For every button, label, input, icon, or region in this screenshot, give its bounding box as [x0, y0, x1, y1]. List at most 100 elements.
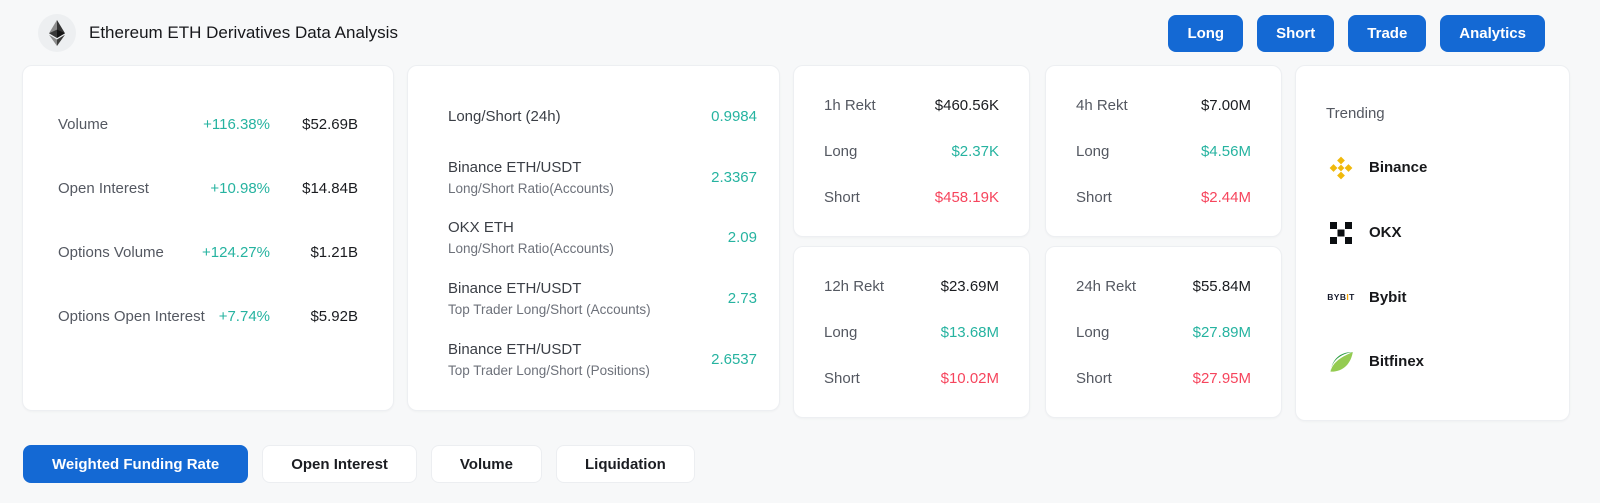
cards-row: Volume +116.38% $52.69B Open Interest +1… [0, 65, 1600, 421]
rekt-long-value: $2.37K [951, 142, 999, 160]
rekt-short-label: Short [1076, 369, 1112, 387]
trending-title: Trending [1326, 105, 1385, 123]
rekt-card-4h: 4h Rekt $7.00M Long $4.56M Short $2.44M [1045, 65, 1282, 237]
trending-item-label: Bitfinex [1369, 353, 1425, 371]
metric-label: Volume [58, 115, 109, 133]
rekt-total-value: $7.00M [1200, 96, 1251, 114]
ratio-label: Binance ETH/USDT [448, 158, 582, 176]
trending-item-label: Bybit [1369, 288, 1407, 306]
ratio-sublabel: Long/Short Ratio(Accounts) [448, 180, 614, 196]
rekt-short-label: Short [824, 369, 860, 387]
rekt-long-row: Long $2.37K [824, 128, 999, 174]
trending-item-label: OKX [1369, 224, 1402, 242]
bybit-icon: BYBIT [1327, 292, 1355, 303]
ratio-sublabel: Top Trader Long/Short (Accounts) [448, 302, 651, 318]
ratio-value: 0.9984 [711, 107, 757, 125]
ratio-row: OKX ETH Long/Short Ratio(Accounts) 2.09 [448, 208, 757, 269]
metric-change: +7.74% [218, 307, 270, 325]
rekt-long-row: Long $13.68M [824, 309, 999, 355]
bitfinex-icon [1326, 347, 1356, 377]
rekt-long-label: Long [1076, 142, 1110, 160]
trending-item-label: Binance [1369, 159, 1428, 177]
ratio-value: 2.6537 [711, 351, 757, 369]
rekt-short-value: $27.95M [1192, 369, 1251, 387]
rekt-short-value: $458.19K [934, 188, 999, 206]
ratio-row: Binance ETH/USDT Top Trader Long/Short (… [448, 268, 757, 329]
rekt-long-value: $13.68M [940, 323, 999, 341]
rekt-short-row: Short $458.19K [824, 174, 999, 220]
long-button[interactable]: Long [1168, 14, 1244, 52]
rekt-title: 12h Rekt [824, 277, 885, 295]
rekt-short-row: Short $2.44M [1076, 174, 1251, 220]
ratio-label: Binance ETH/USDT [448, 341, 582, 359]
ratio-label: Long/Short (24h) [448, 107, 561, 125]
ratio-row: Binance ETH/USDT Long/Short Ratio(Accoun… [448, 147, 757, 208]
okx-icon [1326, 218, 1356, 248]
rekt-total-value: $55.84M [1192, 277, 1251, 295]
bottom-tabs: Weighted Funding Rate Open Interest Volu… [0, 421, 1600, 483]
rekt-card-12h: 12h Rekt $23.69M Long $13.68M Short $10.… [793, 246, 1030, 418]
trending-item-okx[interactable]: OKX [1326, 200, 1539, 265]
metric-value: $52.69B [302, 115, 358, 133]
ratio-sublabel: Long/Short Ratio(Accounts) [448, 241, 614, 257]
ratio-value: 2.73 [727, 290, 757, 308]
metric-row-volume: Volume +116.38% $52.69B [58, 92, 358, 156]
metric-label: Open Interest [58, 179, 149, 197]
trade-button[interactable]: Trade [1348, 14, 1427, 52]
long-short-ratios-card: Long/Short (24h) 0.9984 Binance ETH/USDT… [407, 65, 780, 411]
rekt-short-row: Short $10.02M [824, 355, 999, 401]
metric-label: Options Open Interest [58, 307, 205, 325]
tab-liquidation[interactable]: Liquidation [555, 445, 695, 483]
rekt-total-row: 4h Rekt $7.00M [1076, 82, 1251, 128]
rekt-card-1h: 1h Rekt $460.56K Long $2.37K Short $458.… [793, 65, 1030, 237]
metric-row-open-interest: Open Interest +10.98% $14.84B [58, 156, 358, 220]
rekt-card-24h: 24h Rekt $55.84M Long $27.89M Short $27.… [1045, 246, 1282, 418]
rekt-title: 4h Rekt [1076, 96, 1128, 114]
header: Ethereum ETH Derivatives Data Analysis L… [0, 0, 1600, 65]
metric-change: +10.98% [210, 179, 270, 197]
analytics-button[interactable]: Analytics [1440, 14, 1545, 52]
trending-item-bitfinex[interactable]: Bitfinex [1326, 329, 1539, 394]
rekt-short-value: $10.02M [940, 369, 999, 387]
ethereum-logo [38, 14, 76, 52]
ethereum-icon [49, 20, 65, 46]
rekt-long-label: Long [824, 142, 858, 160]
tab-weighted-funding-rate[interactable]: Weighted Funding Rate [23, 445, 249, 483]
metric-value: $1.21B [310, 243, 358, 261]
trending-item-binance[interactable]: Binance [1326, 136, 1539, 201]
metric-row-options-open-interest: Options Open Interest +7.74% $5.92B [58, 284, 358, 348]
rekt-total-row: 12h Rekt $23.69M [824, 263, 999, 309]
rekt-short-label: Short [824, 188, 860, 206]
rekt-long-row: Long $27.89M [1076, 309, 1251, 355]
metric-label: Options Volume [58, 243, 164, 261]
rekt-total-row: 1h Rekt $460.56K [824, 82, 999, 128]
rekt-short-value: $2.44M [1200, 188, 1251, 206]
rekt-long-row: Long $4.56M [1076, 128, 1251, 174]
rekt-title: 24h Rekt [1076, 277, 1137, 295]
market-metrics-card: Volume +116.38% $52.69B Open Interest +1… [22, 65, 394, 411]
ratio-label: Binance ETH/USDT [448, 280, 582, 298]
rekt-short-label: Short [1076, 188, 1112, 206]
ratio-label: OKX ETH [448, 219, 514, 237]
binance-icon [1326, 153, 1356, 183]
metric-change: +116.38% [203, 115, 270, 133]
rekt-short-row: Short $27.95M [1076, 355, 1251, 401]
rekt-total-value: $460.56K [934, 96, 999, 114]
header-buttons: Long Short Trade Analytics [1168, 14, 1545, 52]
ratio-sublabel: Top Trader Long/Short (Positions) [448, 363, 650, 379]
page-title: Ethereum ETH Derivatives Data Analysis [89, 23, 398, 42]
rekt-long-value: $27.89M [1192, 323, 1251, 341]
tab-open-interest[interactable]: Open Interest [262, 445, 417, 483]
ratio-row: Long/Short (24h) 0.9984 [448, 86, 757, 147]
rekt-title: 1h Rekt [824, 96, 876, 114]
ratio-row: Binance ETH/USDT Top Trader Long/Short (… [448, 329, 757, 390]
metric-change: +124.27% [202, 243, 270, 261]
tab-volume[interactable]: Volume [430, 445, 542, 483]
rekt-long-label: Long [1076, 323, 1110, 341]
rekt-long-value: $4.56M [1200, 142, 1251, 160]
rekt-long-label: Long [824, 323, 858, 341]
short-button[interactable]: Short [1257, 14, 1335, 52]
trending-item-bybit[interactable]: BYBIT Bybit [1326, 265, 1539, 330]
ratio-value: 2.3367 [711, 168, 757, 186]
ratio-value: 2.09 [727, 229, 757, 247]
